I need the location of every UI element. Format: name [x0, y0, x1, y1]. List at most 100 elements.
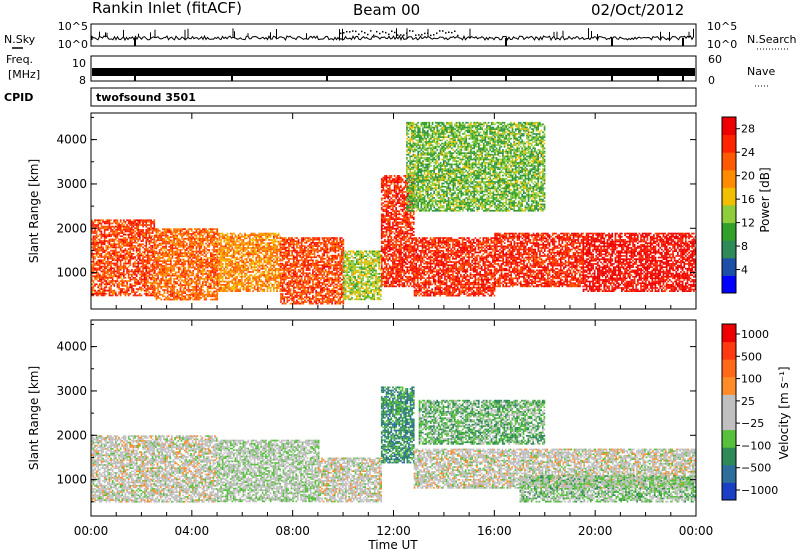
- power-colorbar-segment: [722, 275, 736, 294]
- power-colorbar-tick: 16: [741, 193, 755, 206]
- power-colorbar-segment: [722, 169, 736, 188]
- velocity-region: [317, 457, 382, 503]
- power-colorbar-segment: [722, 117, 736, 136]
- velocity-region: [380, 386, 415, 464]
- power-colorbar-tick: 8: [741, 240, 748, 253]
- power-cbar-label: Power [dB]: [758, 167, 772, 232]
- x-tick-label: 16:00: [477, 524, 512, 538]
- velocity-ytick-label: 1000: [56, 473, 87, 487]
- power-colorbar-segment: [722, 222, 736, 241]
- velocity-colorbar-segment: [722, 359, 736, 378]
- power-region: [380, 175, 415, 288]
- power-region: [582, 232, 696, 292]
- power-colorbar-tick: 28: [741, 123, 755, 136]
- velocity-region: [91, 435, 218, 503]
- power-region: [91, 219, 156, 297]
- x-tick-label: 00:00: [679, 524, 714, 538]
- freq-label: Freq.: [6, 53, 33, 66]
- velocity-panel: 1000 2000 3000 4000 Slant Range [km] 1000 50…: [27, 319, 791, 517]
- power-region: [406, 121, 546, 212]
- velocity-colorbar-tick: 25: [741, 395, 755, 408]
- power-ytick-label: 1000: [56, 266, 87, 280]
- velocity-cbar-label: Velocity [m s⁻¹]: [777, 366, 791, 459]
- velocity-ylabel: Slant Range [km]: [27, 366, 41, 470]
- nsky-ytick-top: 10^5: [58, 20, 88, 33]
- cpid-strip: CPID twofsound 3501: [4, 87, 697, 107]
- power-colorbar-segment: [722, 134, 736, 153]
- title-beam: Beam 00: [353, 1, 420, 19]
- velocity-colorbar-tick: 500: [741, 350, 762, 363]
- power-colorbar-tick: 12: [741, 217, 755, 230]
- velocity-region: [413, 448, 696, 489]
- power-panel: 1000 2000 3000 4000 Slant Range [km] 4 8 12 16…: [27, 112, 772, 310]
- power-colorbar-tick: 4: [741, 264, 748, 277]
- velocity-colorbar-segment: [722, 447, 736, 466]
- nsky-strip: N.Sky 10^5 10^0 10^5 10^0 N.Search: [4, 20, 797, 51]
- cpid-label: CPID: [4, 91, 33, 104]
- power-colorbar-segment: [722, 205, 736, 224]
- power-region: [217, 232, 282, 292]
- power-ytick-label: 4000: [56, 133, 87, 147]
- nsky-label: N.Sky: [4, 33, 36, 46]
- velocity-colorbar-segment: [722, 464, 736, 483]
- nave-ytick-top: 60: [708, 53, 722, 66]
- velocity-colorbar: 1000 500 100 25 −25 −100 −500 −1000: [721, 323, 778, 501]
- nsearch-ytick-top: 10^5: [707, 20, 737, 33]
- velocity-colorbar-tick: −25: [741, 417, 764, 430]
- velocity-colorbar-segment: [722, 429, 736, 448]
- velocity-ytick-label: 4000: [56, 340, 87, 354]
- velocity-colorbar-tick: 1000: [741, 328, 769, 341]
- power-region: [494, 232, 584, 288]
- power-region: [343, 250, 382, 301]
- power-colorbar-segment: [722, 152, 736, 171]
- velocity-colorbar-segment: [722, 412, 736, 431]
- velocity-ytick-label: 3000: [56, 384, 87, 398]
- x-axis-label: Time UT: [367, 538, 418, 552]
- power-colorbar-segment: [722, 240, 736, 259]
- nsky-ytick-bottom: 10^0: [58, 38, 88, 51]
- x-tick-label: 12:00: [376, 524, 411, 538]
- nave-trace: [134, 76, 684, 81]
- title-date: 02/Oct/2012: [591, 1, 684, 19]
- nave-label: Nave: [747, 65, 775, 78]
- nsearch-label: N.Search: [747, 33, 797, 46]
- velocity-region: [519, 475, 696, 503]
- cpid-value: twofsound 3501: [96, 91, 196, 104]
- x-tick-label: 04:00: [175, 524, 210, 538]
- nsky-trace: [91, 28, 694, 46]
- time-axis: 00:00 04:00 08:00 12:00 16:00 20:00 00:00: [74, 113, 714, 538]
- nave-ytick-bottom: 0: [708, 74, 715, 87]
- freq-trace: [92, 68, 695, 76]
- velocity-colorbar-segment: [722, 324, 736, 343]
- velocity-colorbar-tick: −500: [741, 462, 771, 475]
- velocity-colorbar-tick: 100: [741, 373, 762, 386]
- power-ytick-label: 2000: [56, 221, 87, 235]
- freq-ytick-bottom: 8: [79, 74, 86, 87]
- x-tick-label: 00:00: [74, 524, 109, 538]
- power-region: [413, 237, 496, 297]
- velocity-colorbar-tick: −1000: [741, 484, 778, 497]
- power-colorbar-segment: [722, 257, 736, 276]
- power-ytick-label: 3000: [56, 177, 87, 191]
- freq-strip: Freq. [MHz] 10 8 60 0 Nave: [6, 53, 775, 87]
- freq-unit: [MHz]: [8, 68, 40, 81]
- velocity-colorbar-segment: [722, 482, 736, 501]
- freq-ytick-top: 10: [72, 57, 86, 70]
- nsearch-ytick-bottom: 10^0: [707, 38, 737, 51]
- velocity-colorbar-segment: [722, 376, 736, 395]
- power-colorbar-tick: 20: [741, 170, 755, 183]
- velocity-ytick-label: 2000: [56, 428, 87, 442]
- power-colorbar-tick: 24: [741, 146, 755, 159]
- power-colorbar-segment: [722, 187, 736, 206]
- x-tick-label: 20:00: [578, 524, 613, 538]
- velocity-colorbar-segment: [722, 394, 736, 413]
- velocity-region: [418, 399, 546, 445]
- velocity-colorbar-segment: [722, 341, 736, 360]
- power-ylabel: Slant Range [km]: [27, 159, 41, 263]
- velocity-region: [217, 439, 320, 503]
- power-region: [154, 228, 219, 301]
- power-colorbar: 4 8 12 16 20 24 28: [721, 116, 755, 294]
- power-region: [280, 237, 345, 305]
- title-site: Rankin Inlet (fitACF): [92, 0, 242, 17]
